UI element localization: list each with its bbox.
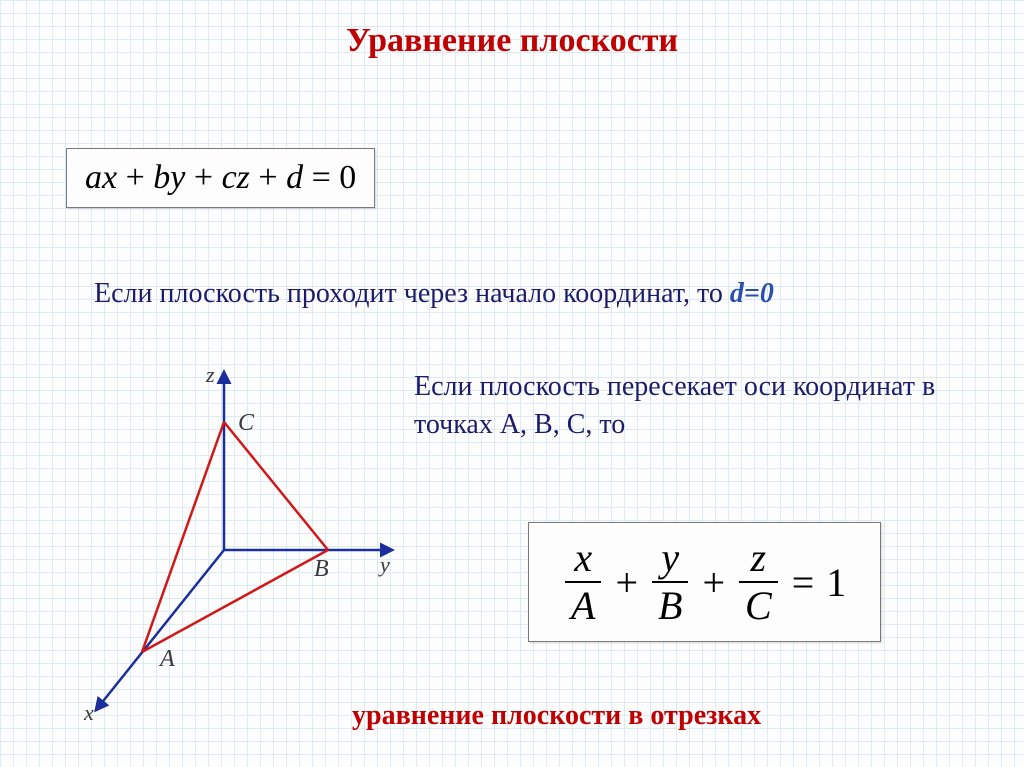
slide-title: Уравнение плоскости bbox=[0, 22, 1024, 60]
condition-intercepts: Если плоскость пересекает оси координат … bbox=[414, 368, 974, 444]
svg-text:C: C bbox=[238, 410, 255, 436]
plane-equation-intercept: xA+yB+zC=1 bbox=[528, 522, 881, 642]
condition-origin-text: Если плоскость проходит через начало коо… bbox=[94, 278, 730, 309]
svg-text:x: x bbox=[83, 700, 94, 725]
axes-diagram: z y x A B C bbox=[60, 350, 400, 730]
slide-content: Уравнение плоскости ax + by + cz + d = 0… bbox=[0, 0, 1024, 767]
intercept-form-caption: уравнение плоскости в отрезках bbox=[352, 700, 761, 732]
svg-text:B: B bbox=[314, 556, 329, 582]
condition-origin: Если плоскость проходит через начало коо… bbox=[94, 278, 774, 310]
plane-equation-general: ax + by + cz + d = 0 bbox=[66, 148, 375, 208]
svg-text:y: y bbox=[378, 552, 390, 577]
svg-text:z: z bbox=[205, 362, 215, 387]
condition-origin-highlight: d=0 bbox=[730, 278, 774, 309]
svg-text:A: A bbox=[158, 646, 175, 672]
